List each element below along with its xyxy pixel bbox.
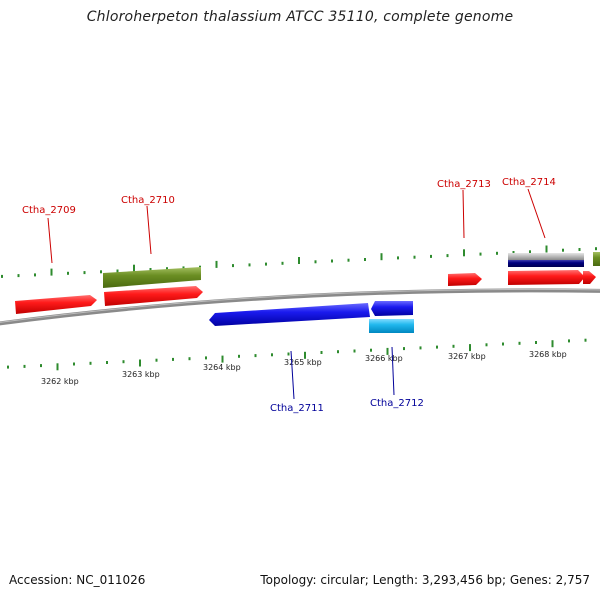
- gene-arrow-ctha-2712[interactable]: [371, 301, 413, 316]
- map-title: Chloroherpeton thalassium ATCC 35110, co…: [86, 9, 514, 25]
- gene-arrow-ctha-2714[interactable]: [508, 270, 585, 285]
- genome-summary-text: Topology: circular; Length: 3,293,456 bp…: [260, 573, 590, 587]
- gene-arrow-ctha-2709[interactable]: [15, 295, 97, 314]
- scale-label: 3267 kbp: [448, 352, 486, 361]
- gene-label: Ctha_2712: [370, 398, 424, 409]
- gene-arrow-ctha-2711[interactable]: [209, 303, 370, 326]
- lower-tick-row: [7, 338, 587, 371]
- gene-label: Ctha_2710: [121, 195, 175, 206]
- gene-bar-olive[interactable]: [103, 267, 201, 288]
- scale-label: 3266 kbp: [365, 354, 403, 363]
- accession-text: Accession: NC_011026: [9, 573, 146, 587]
- gene-bar-cyan[interactable]: [369, 319, 414, 333]
- genome-backbone: [0, 288, 600, 326]
- scale-label: 3262 kbp: [41, 377, 79, 386]
- gene-label: Ctha_2709: [22, 205, 76, 216]
- scale-label: 3265 kbp: [284, 358, 322, 367]
- gene-label: Ctha_2713: [437, 179, 491, 190]
- scale-label: 3263 kbp: [122, 370, 160, 379]
- gene-bar-grey[interactable]: [508, 253, 584, 260]
- gene-bar-olive-edge[interactable]: [593, 252, 600, 266]
- reverse-strand-genes: [209, 301, 414, 333]
- gene-arrow-ctha-2710[interactable]: [104, 286, 203, 306]
- scale-labels: 3262 kbp 3263 kbp 3264 kbp 3265 kbp 3266…: [41, 350, 567, 386]
- gene-labels: Ctha_2709 Ctha_2710 Ctha_2713 Ctha_2714 …: [22, 177, 556, 414]
- gene-arrow-red-edge[interactable]: [583, 271, 596, 284]
- forward-strand-genes: [15, 252, 600, 314]
- gene-label: Ctha_2714: [502, 177, 556, 188]
- scale-label: 3264 kbp: [203, 363, 241, 372]
- label-leaders: [47, 188, 546, 400]
- scale-label: 3268 kbp: [529, 350, 567, 359]
- gene-bar-navy[interactable]: [508, 260, 584, 267]
- gene-arrow-ctha-2713[interactable]: [448, 273, 482, 286]
- upper-tick-row: [1, 245, 597, 278]
- gene-label: Ctha_2711: [270, 403, 324, 414]
